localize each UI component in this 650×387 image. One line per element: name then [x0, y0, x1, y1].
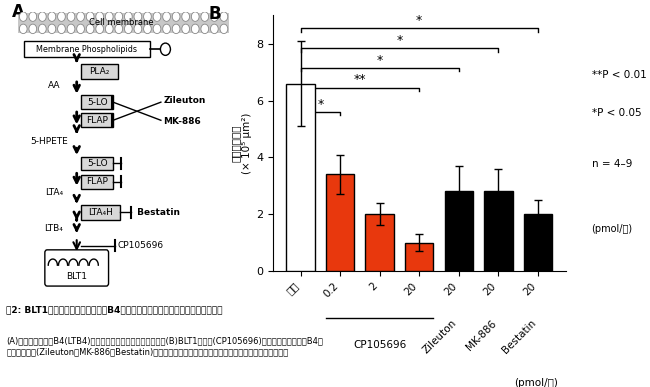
Bar — [405, 243, 434, 271]
Circle shape — [125, 12, 132, 21]
Bar — [524, 214, 552, 271]
Circle shape — [96, 12, 103, 21]
Circle shape — [105, 24, 113, 34]
FancyBboxPatch shape — [81, 156, 113, 170]
Circle shape — [182, 24, 190, 34]
Circle shape — [86, 24, 94, 34]
Text: FLAP: FLAP — [86, 177, 108, 186]
Bar — [18, 13, 229, 33]
Text: Cell membrane: Cell membrane — [89, 18, 153, 27]
Text: (pmol/眼): (pmol/眼) — [514, 378, 558, 387]
Circle shape — [67, 24, 75, 34]
Circle shape — [220, 24, 228, 34]
Text: **: ** — [354, 74, 366, 86]
Circle shape — [162, 24, 170, 34]
Text: PLA₂: PLA₂ — [89, 67, 110, 76]
Circle shape — [172, 24, 180, 34]
Circle shape — [29, 24, 36, 34]
Text: A: A — [12, 3, 25, 21]
Circle shape — [201, 24, 209, 34]
Text: MK-886: MK-886 — [163, 117, 201, 126]
FancyBboxPatch shape — [81, 95, 113, 109]
Text: BLT1: BLT1 — [66, 272, 87, 281]
Circle shape — [153, 12, 161, 21]
Text: CP105696: CP105696 — [118, 241, 164, 250]
Text: B: B — [209, 5, 221, 23]
Circle shape — [29, 12, 36, 21]
Circle shape — [96, 24, 103, 34]
Text: *: * — [376, 53, 383, 67]
Circle shape — [67, 12, 75, 21]
Circle shape — [38, 24, 46, 34]
Circle shape — [105, 12, 113, 21]
Circle shape — [134, 12, 142, 21]
Text: FLAP: FLAP — [86, 116, 108, 125]
Circle shape — [125, 24, 132, 34]
Circle shape — [134, 24, 142, 34]
Circle shape — [162, 12, 170, 21]
Text: MK-886: MK-886 — [464, 318, 499, 352]
Circle shape — [20, 24, 27, 34]
Text: Membrane Phospholipids: Membrane Phospholipids — [36, 45, 137, 54]
Text: *: * — [317, 98, 324, 111]
Bar — [326, 175, 354, 271]
Text: 5-LO: 5-LO — [87, 159, 107, 168]
Text: *: * — [416, 14, 422, 27]
Text: **P < 0.01: **P < 0.01 — [592, 70, 646, 80]
FancyBboxPatch shape — [81, 175, 113, 188]
Text: LTA₄H: LTA₄H — [88, 208, 113, 217]
Circle shape — [182, 12, 190, 21]
FancyBboxPatch shape — [81, 64, 118, 79]
Circle shape — [115, 12, 123, 21]
Circle shape — [58, 12, 65, 21]
Circle shape — [48, 24, 56, 34]
Circle shape — [38, 12, 46, 21]
FancyBboxPatch shape — [25, 41, 150, 57]
Bar — [484, 192, 513, 271]
Text: n = 4–9: n = 4–9 — [592, 159, 632, 169]
Text: LTB₄: LTB₄ — [44, 224, 64, 233]
Circle shape — [211, 24, 218, 34]
Text: *: * — [396, 34, 402, 47]
Text: CP105696: CP105696 — [353, 340, 406, 350]
Text: (A)ロイコトリエンB4(LTB4)の産生経路と、陰害剤、拮抗薬　(B)BLT1拮抗薬(CP105696)や、ロイコトリエンB4産
生酵素阴害薬(Zileuto: (A)ロイコトリエンB4(LTB4)の産生経路と、陰害剤、拮抗薬 (B)BLT1… — [6, 337, 324, 356]
Text: 5-LO: 5-LO — [87, 98, 107, 107]
Circle shape — [211, 12, 218, 21]
Circle shape — [20, 12, 27, 21]
Circle shape — [161, 43, 170, 55]
Circle shape — [220, 12, 228, 21]
FancyBboxPatch shape — [81, 205, 120, 220]
Circle shape — [77, 24, 85, 34]
Text: Zileuton: Zileuton — [421, 318, 459, 356]
Text: Bestatin: Bestatin — [134, 208, 179, 217]
Text: LTA₄: LTA₄ — [45, 188, 63, 197]
Circle shape — [144, 24, 151, 34]
Circle shape — [115, 24, 123, 34]
Text: AA: AA — [47, 81, 60, 90]
Circle shape — [144, 12, 151, 21]
Text: 5-HPETE: 5-HPETE — [31, 137, 68, 146]
Circle shape — [172, 12, 180, 21]
Text: *P < 0.05: *P < 0.05 — [592, 108, 641, 118]
Circle shape — [191, 24, 199, 34]
FancyBboxPatch shape — [45, 250, 109, 286]
Bar — [445, 192, 473, 271]
Bar — [365, 214, 394, 271]
Circle shape — [153, 24, 161, 34]
Text: Bestatin: Bestatin — [500, 318, 538, 356]
FancyBboxPatch shape — [81, 113, 113, 127]
Circle shape — [48, 12, 56, 21]
Text: 図2: BLT1拮抗薬、ロイコトリエンB4産生酵素阴害薬は病的血管新生を抑制する: 図2: BLT1拮抗薬、ロイコトリエンB4産生酵素阴害薬は病的血管新生を抑制する — [6, 306, 223, 315]
Circle shape — [77, 12, 85, 21]
Text: (pmol/眼): (pmol/眼) — [592, 224, 632, 235]
Text: Zileuton: Zileuton — [163, 96, 205, 105]
Y-axis label: 脳肉新生血管
(× 10⁵ μm²): 脳肉新生血管 (× 10⁵ μm²) — [230, 113, 252, 174]
Bar — [286, 84, 315, 271]
Circle shape — [58, 24, 65, 34]
Circle shape — [201, 12, 209, 21]
Circle shape — [191, 12, 199, 21]
Circle shape — [86, 12, 94, 21]
